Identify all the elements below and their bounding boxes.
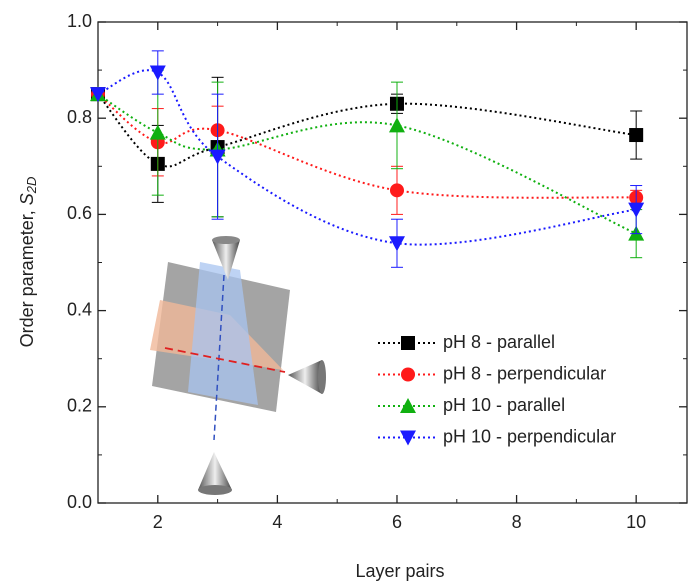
legend-label: pH 8 - perpendicular — [443, 363, 606, 383]
data-point — [90, 87, 106, 103]
data-point — [628, 202, 645, 218]
data-point — [388, 117, 405, 133]
data-point — [209, 149, 226, 165]
fit-line — [97, 93, 637, 168]
x-tick-label: 8 — [512, 512, 522, 532]
x-axis-label: Layer pairs — [355, 561, 444, 581]
x-tick-label: 2 — [153, 512, 163, 532]
y-tick-label: 1.0 — [67, 11, 92, 31]
x-tick-label: 10 — [626, 512, 646, 532]
legend-marker — [400, 430, 416, 446]
y-tick-label: 0.4 — [67, 299, 92, 319]
inset-illustration — [150, 236, 326, 495]
data-point — [149, 124, 166, 140]
fit-line — [97, 93, 637, 235]
data-point — [388, 236, 405, 252]
data-point — [149, 65, 166, 81]
legend-label: pH 10 - perpendicular — [443, 426, 616, 446]
fit-line — [97, 93, 637, 199]
y-axis-label: Order parameter, S2D — [17, 177, 40, 348]
y-axis-label-text: Order parameter, — [17, 205, 37, 347]
fit-line — [97, 69, 637, 246]
data-point — [629, 128, 644, 143]
legend-label: pH 10 - parallel — [443, 395, 565, 415]
y-tick-label: 0.6 — [67, 203, 92, 223]
y-tick-label: 0.0 — [67, 492, 92, 512]
y-axis-label-subscript: 2D — [24, 177, 39, 195]
legend-marker — [400, 398, 416, 413]
x-tick-label: 4 — [272, 512, 282, 532]
y-axis-label-symbol: S — [17, 193, 37, 205]
x-tick-label: 6 — [392, 512, 402, 532]
y-tick-label: 0.8 — [67, 107, 92, 127]
legend-label: pH 8 - parallel — [443, 332, 555, 352]
legend-marker — [401, 336, 415, 350]
legend-marker — [401, 367, 415, 382]
y-tick-label: 0.2 — [67, 396, 92, 416]
data-point — [389, 183, 404, 198]
